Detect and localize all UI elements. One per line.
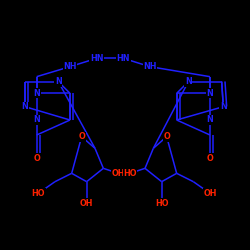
Text: OH: OH <box>80 199 94 208</box>
Text: HN: HN <box>90 54 104 63</box>
Text: O: O <box>206 154 214 163</box>
Text: O: O <box>163 132 170 141</box>
Text: N: N <box>22 102 28 111</box>
Text: HO: HO <box>123 169 137 178</box>
Text: OH: OH <box>203 189 217 198</box>
Text: OH: OH <box>112 169 125 178</box>
Text: N: N <box>185 77 192 86</box>
Text: HO: HO <box>155 199 168 208</box>
Text: N: N <box>33 116 40 124</box>
Text: O: O <box>33 154 40 163</box>
Text: N: N <box>206 116 214 124</box>
Text: O: O <box>78 132 85 141</box>
Text: HO: HO <box>32 189 45 198</box>
Text: N: N <box>220 102 227 111</box>
Text: N: N <box>206 89 214 98</box>
Text: N: N <box>55 77 62 86</box>
Text: NH: NH <box>143 62 157 71</box>
Text: N: N <box>33 89 40 98</box>
Text: HN: HN <box>116 54 130 63</box>
Text: NH: NH <box>63 62 77 71</box>
